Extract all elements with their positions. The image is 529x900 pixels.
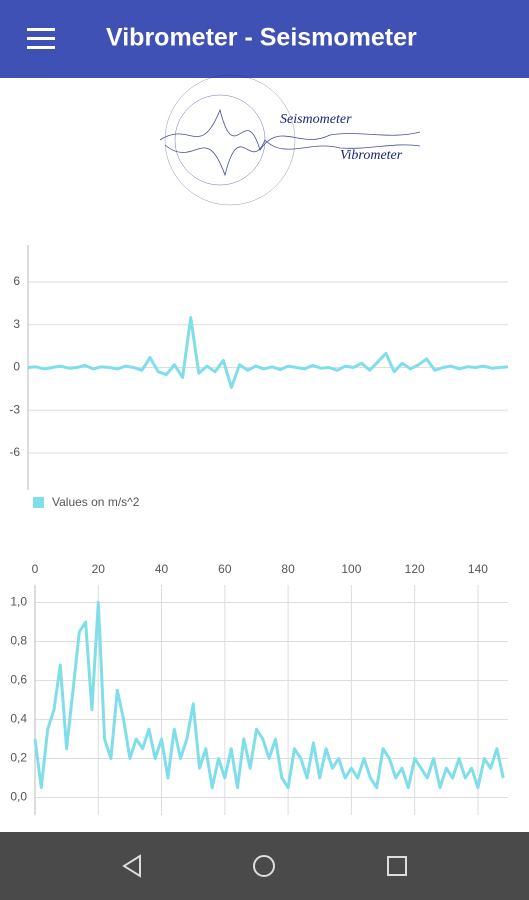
logo-text: Vibrometer [340,148,403,163]
recents-button[interactable] [387,856,407,876]
legend-swatch [33,497,44,508]
y-tick-label: 0,2 [10,751,27,765]
x-tick-label: 100 [341,562,361,576]
x-tick-label: 20 [92,562,106,576]
y-tick-label: -6 [9,445,20,459]
y-tick-label: 0,6 [10,673,27,687]
y-tick-label: 6 [13,274,20,288]
y-tick-label: 1,0 [10,595,27,609]
y-tick-label: 0,8 [10,634,27,648]
y-tick-label: 0,0 [10,790,27,804]
home-button[interactable] [253,855,275,877]
data-line [27,316,509,389]
y-tick-label: 0 [13,360,20,374]
x-tick-label: 40 [155,562,169,576]
x-tick-label: 140 [468,562,488,576]
menu-button[interactable] [27,28,55,49]
legend-label: Values on m/s^2 [52,495,140,509]
app-title: Vibrometer - Seismometer [106,24,417,52]
x-tick-label: 120 [405,562,425,576]
x-tick-label: 80 [281,562,295,576]
data-line [33,601,505,790]
back-button[interactable] [122,854,141,878]
x-tick-label: 0 [32,562,39,576]
y-tick-label: -3 [9,402,20,416]
x-tick-label: 60 [218,562,232,576]
nav-bar [0,832,529,900]
logo [159,74,421,206]
y-tick-label: 0,4 [10,712,27,726]
y-tick-label: 3 [13,317,20,331]
logo-text: Seismometer [280,112,352,127]
app-bar [0,0,529,78]
